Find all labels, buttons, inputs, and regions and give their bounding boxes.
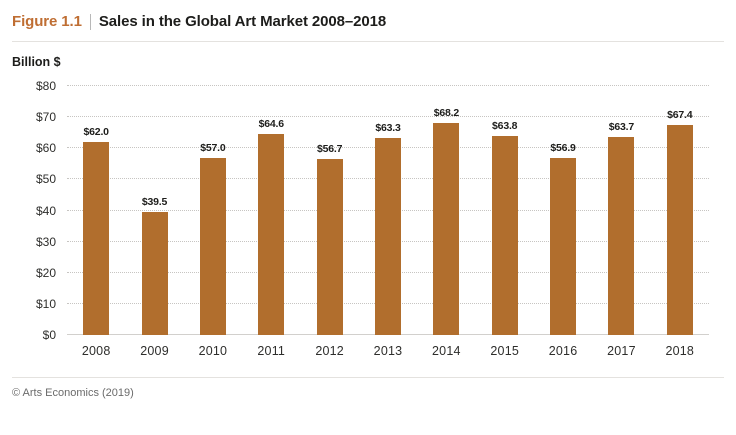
x-tick-label-2010: 2010 [198,344,228,358]
bar-2016 [550,157,577,335]
x-axis-labels: 2008 2009 2010 2011 2012 2013 2014 2015 2016 2017… [67,344,709,358]
bar-2011 [258,133,285,335]
figure-number-label: Figure 1.1 [12,13,82,30]
y-tick-label-70: $70 [35,110,56,125]
bar-group-2011: $64.6 [242,86,300,335]
page-title: Sales in the Global Art Market 2008–2018 [98,13,387,30]
y-tick-label-40: $40 [35,203,56,218]
x-tick-label-2017: 2017 [607,344,636,358]
bar-2008 [83,142,110,335]
gridline-80 [67,85,709,86]
bar-value-label-2015: $63.8 [492,120,518,133]
bar-2017 [608,136,635,335]
bar-group-2013: $63.3 [359,86,417,335]
x-tick-label-2018: 2018 [665,344,695,358]
bars-container: $62.0 $39.5 $57.0 $64.6 $56.7 $63.3 $68.2 $63.8… [67,86,709,335]
x-tick-label-2014: 2014 [432,344,461,358]
bar-value-label-2008: $62.0 [83,126,109,139]
bar-2010 [199,157,226,335]
footer-divider-line [12,377,724,378]
y-tick-label-60: $60 [35,141,56,156]
bar-value-label-2011: $64.6 [258,117,284,130]
bar-group-2016: $56.9 [534,86,592,335]
bar-2015 [491,136,518,335]
bar-2009 [141,212,168,335]
figure-page: Figure 1.1 Sales in the Global Art Marke… [12,13,724,399]
bar-2013 [374,137,401,335]
bar-chart: $0 $10 $20 $30 $40 $50 $60 $70 $80 $62.0 $39.5 $57.… [36,79,709,358]
y-axis-title: Billion $ [12,55,61,69]
bar-value-label-2013: $63.3 [375,121,401,134]
bar-value-label-2018: $67.4 [667,109,693,122]
x-tick-label-2008: 2008 [81,344,111,358]
plot-area: $0 $10 $20 $30 $40 $50 $60 $70 $80 $62.0 $39.5 $57.… [36,79,709,342]
gridline-70 [67,116,709,118]
figure-header: Figure 1.1 Sales in the Global Art Marke… [12,13,724,30]
bar-group-2018: $67.4 [651,86,709,335]
bar-group-2010: $57.0 [184,86,242,335]
x-tick-label-2016: 2016 [548,344,578,358]
title-divider [89,13,91,30]
bar-value-label-2012: $56.7 [316,142,343,155]
x-tick-label-2009: 2009 [140,344,169,358]
bar-group-2014: $68.2 [417,86,475,335]
bar-value-label-2016: $56.9 [550,141,576,154]
y-tick-label-80: $80 [35,79,56,93]
bar-group-2017: $63.7 [592,86,650,335]
x-tick-label-2012: 2012 [315,344,344,358]
bar-value-label-2009: $39.5 [141,196,168,209]
bar-value-label-2014: $68.2 [433,106,459,119]
y-tick-label-10: $10 [35,296,56,311]
bar-group-2015: $63.8 [476,86,534,335]
bar-value-label-2010: $57.0 [200,141,226,154]
bar-group-2008: $62.0 [67,86,125,335]
bar-2012 [316,158,343,335]
source-attribution: © Arts Economics (2019) [12,387,134,399]
bar-value-label-2017: $63.7 [608,120,635,133]
y-tick-label-30: $30 [35,234,56,249]
header-divider-line [12,41,724,42]
y-tick-label-50: $50 [35,172,56,187]
x-tick-label-2013: 2013 [373,344,403,358]
bar-2018 [666,125,693,335]
y-tick-label-20: $20 [35,265,56,280]
x-tick-label-2015: 2015 [490,344,519,358]
x-tick-label-2011: 2011 [257,344,286,358]
bar-2014 [433,122,460,335]
bar-group-2009: $39.5 [125,86,183,335]
y-tick-label-0: $0 [42,328,56,342]
bar-group-2012: $56.7 [300,86,358,335]
